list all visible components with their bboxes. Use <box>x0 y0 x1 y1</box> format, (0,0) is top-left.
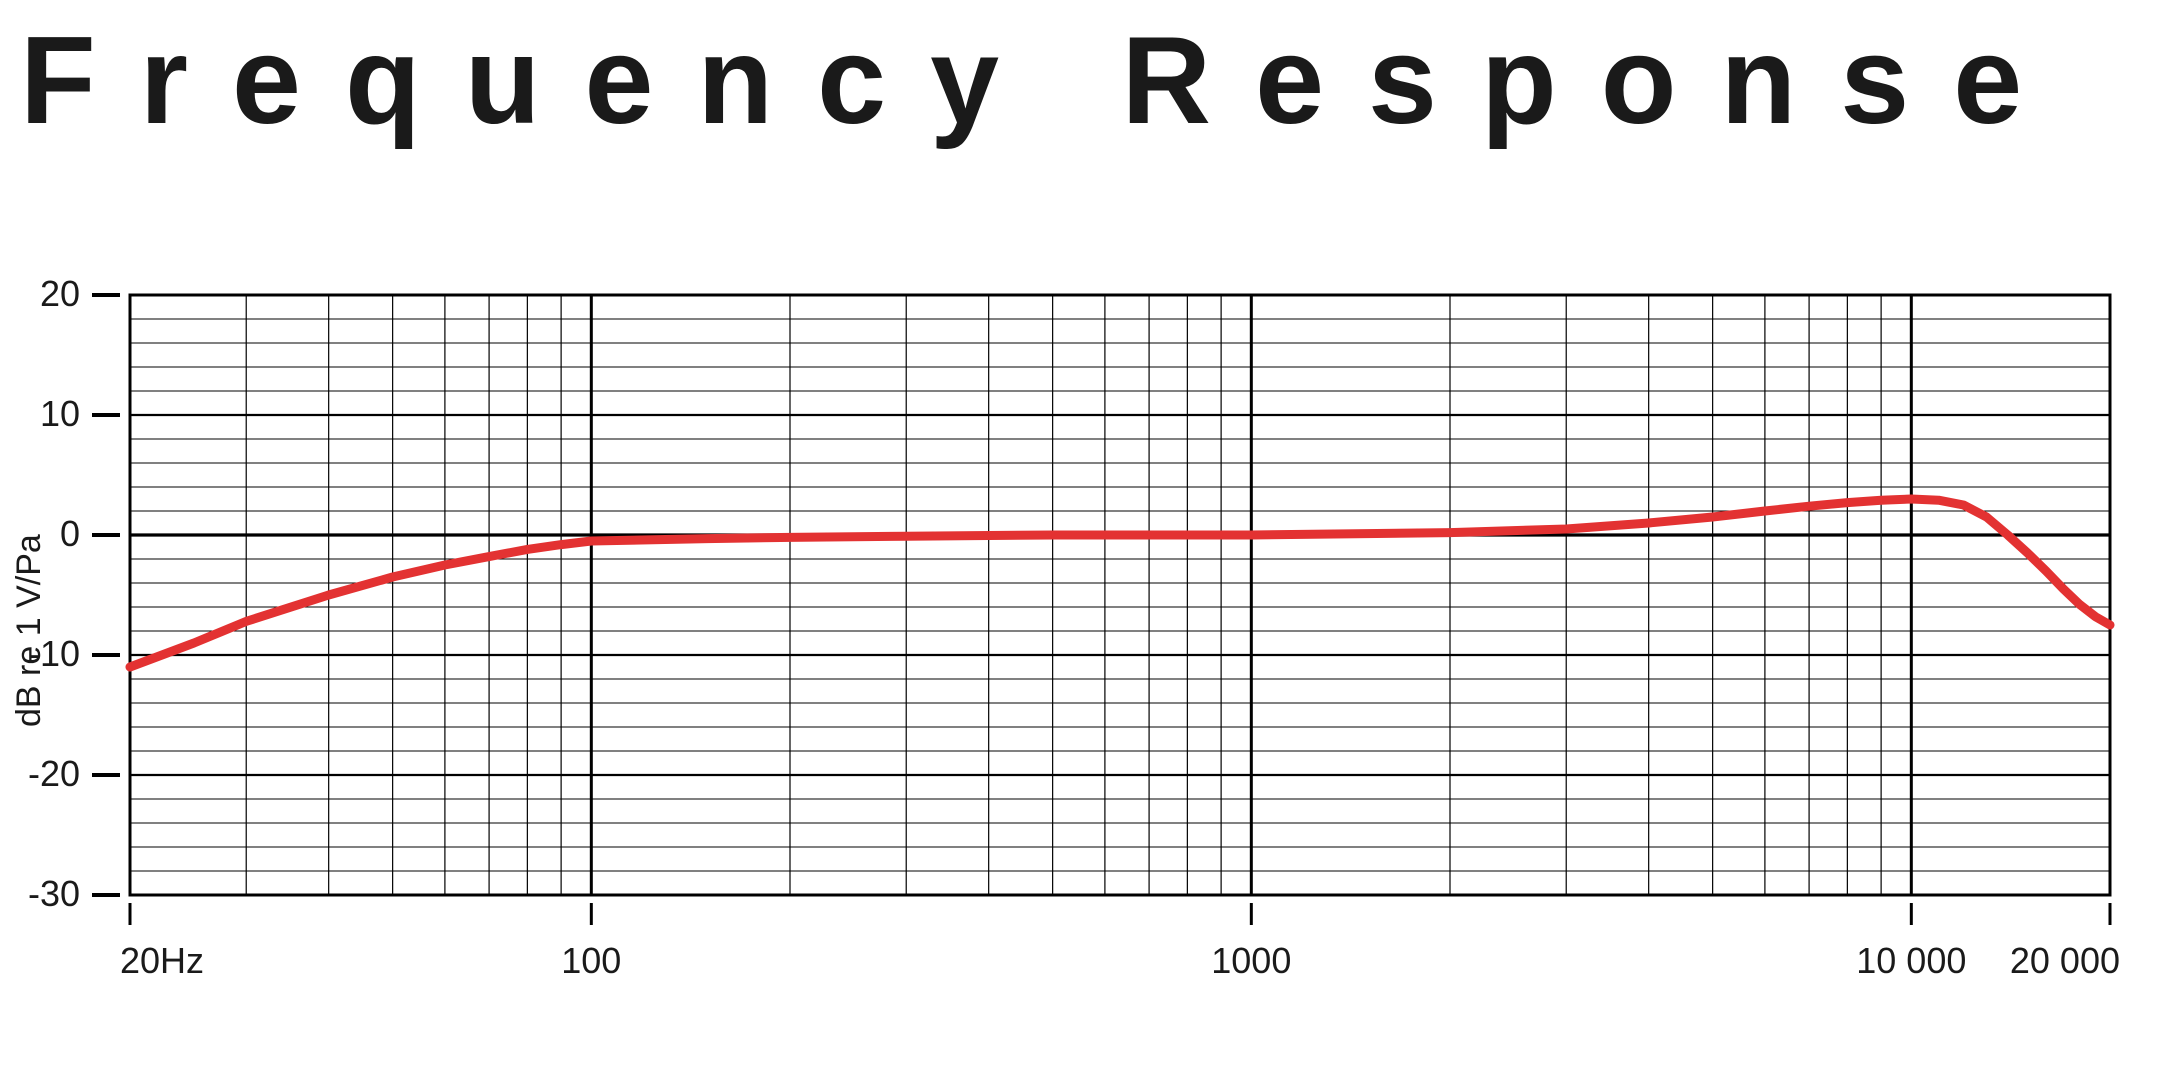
x-tick-label: 20 000 <box>1920 940 2120 982</box>
x-tick-label: 100 <box>491 940 691 982</box>
y-tick-label: 0 <box>0 513 80 555</box>
x-tick-label: 1000 <box>1151 940 1351 982</box>
y-tick-label: -10 <box>0 633 80 675</box>
y-tick-label: 10 <box>0 393 80 435</box>
page: Frequency Response dB re 1 V/Pa -30-20-1… <box>0 0 2166 1092</box>
y-tick-label: -30 <box>0 873 80 915</box>
y-tick-label: -20 <box>0 753 80 795</box>
frequency-response-chart <box>30 245 2166 1045</box>
x-tick-label: 20Hz <box>120 940 320 982</box>
y-tick-label: 20 <box>0 273 80 315</box>
chart-title: Frequency Response <box>20 10 2066 152</box>
